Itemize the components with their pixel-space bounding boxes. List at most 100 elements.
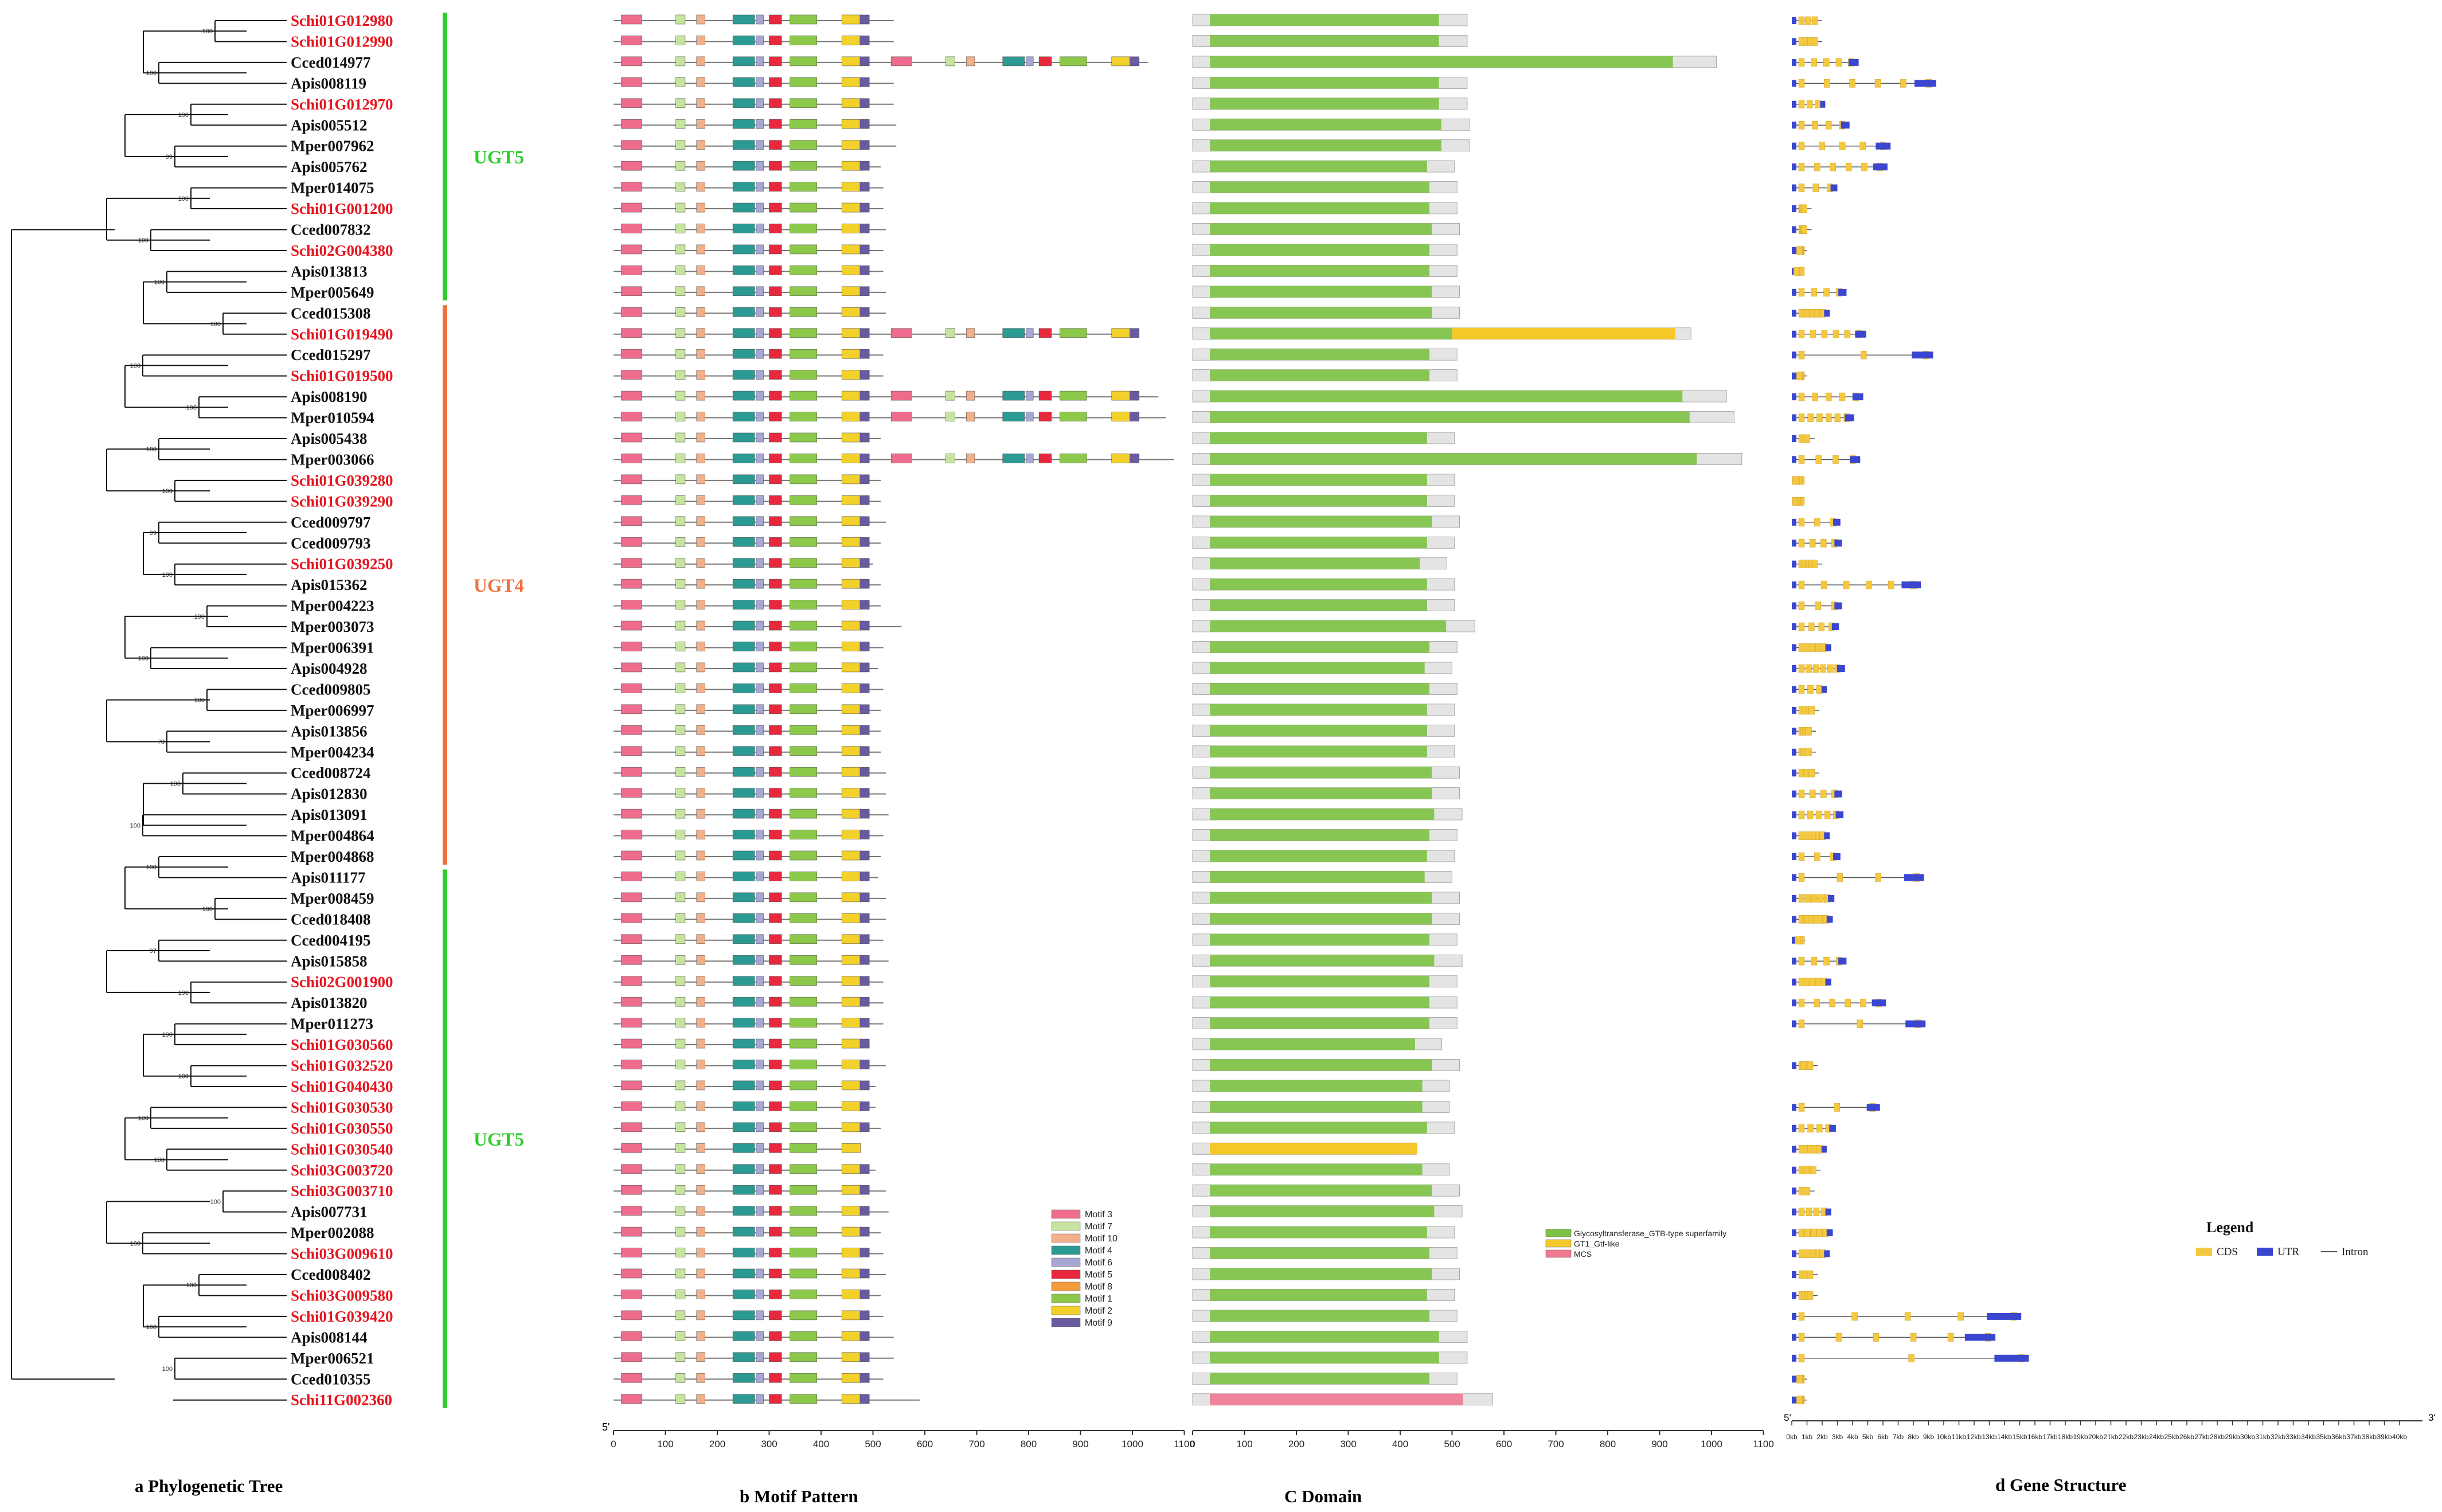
utr-block (1792, 122, 1796, 129)
motif-box (675, 997, 686, 1007)
motif-box (696, 642, 705, 651)
motif-box (859, 767, 870, 777)
motif-box (675, 1101, 686, 1111)
motif-box (756, 913, 764, 923)
cds-block (1814, 998, 1820, 1007)
motif-box (675, 642, 686, 651)
cds-block (1814, 162, 1820, 171)
motif-box (790, 98, 818, 108)
domain-bar (1210, 997, 1429, 1009)
gene-label: Schi01G039250 (291, 556, 393, 573)
axis-tick-label: 13kb (1982, 1433, 1996, 1441)
motif-box (841, 349, 861, 359)
cds-block (1811, 560, 1818, 568)
domain-bar (1210, 704, 1427, 716)
motif-box (859, 1185, 870, 1195)
motif-box (1038, 328, 1052, 338)
utr-block (1792, 1396, 1796, 1404)
motif-box (859, 202, 870, 213)
motif-box (859, 119, 870, 129)
motif-box (859, 77, 870, 87)
motif-box (790, 140, 818, 150)
motif-box (756, 579, 764, 589)
motif-box (769, 830, 782, 839)
motif-box (732, 1352, 755, 1362)
cds-block (1815, 643, 1822, 652)
motif-box (841, 286, 861, 296)
domain-bar (1210, 1185, 1432, 1197)
motif-box (696, 56, 705, 67)
motif-box (859, 286, 870, 296)
motif-box (945, 390, 955, 401)
motif-box (732, 244, 755, 255)
motif-box (890, 390, 912, 401)
motif-box (696, 746, 705, 756)
motif-box (859, 244, 870, 255)
motif-box (790, 808, 818, 819)
motif-box (621, 1394, 643, 1404)
motif-box (841, 788, 861, 798)
cds-block (1792, 497, 1798, 506)
motif-box (841, 725, 861, 735)
domain-bar (1210, 1268, 1432, 1280)
motif-box (621, 349, 643, 359)
motif-box (732, 1268, 755, 1279)
utr-block (1792, 999, 1796, 1007)
motif-box (621, 746, 643, 756)
motif-box (732, 370, 755, 380)
motif-legend-label: Motif 2 (1085, 1306, 1112, 1316)
utr-block (1825, 1208, 1831, 1216)
domain-bar (1210, 432, 1427, 444)
cds-block (1798, 622, 1805, 631)
motif-box (732, 1018, 755, 1027)
motif-box (756, 934, 764, 944)
domain-bar (1210, 56, 1673, 68)
motif-box (1111, 56, 1131, 67)
motif-box (841, 955, 861, 965)
motif-box (859, 997, 870, 1007)
motif-box (732, 1310, 755, 1320)
axis-tick-label: 17kb (2042, 1433, 2057, 1441)
motif-box (790, 495, 818, 505)
motif-box (696, 997, 705, 1007)
motif-box (890, 56, 912, 67)
cds-block (1798, 894, 1805, 903)
motif-box (621, 140, 643, 150)
motif-box (756, 140, 764, 150)
cds-block (1808, 768, 1815, 778)
motif-box (675, 349, 686, 359)
motif-box (732, 955, 755, 965)
motif-box (790, 955, 818, 965)
motif-legend-label: Motif 8 (1085, 1282, 1112, 1292)
motif-box (621, 1290, 643, 1299)
utr-block (1838, 288, 1847, 296)
motif-box (790, 454, 818, 463)
cds-block (1816, 685, 1823, 694)
motif-box (675, 307, 686, 317)
cds-block (1860, 998, 1866, 1007)
gene-label: Mper011273 (291, 1015, 373, 1033)
utr-block (1792, 58, 1796, 66)
motif-box (756, 286, 764, 296)
domain-legend-label: Glycosyltransferase_GTB-type superfamily (1574, 1229, 1726, 1238)
cds-block (1804, 978, 1810, 986)
motif-box (1038, 390, 1052, 401)
motif-box (769, 36, 782, 45)
gene-label: Apis005438 (291, 430, 368, 447)
axis-tick-label: 200 (709, 1439, 725, 1450)
motif-box (732, 872, 755, 881)
motif-box (841, 390, 861, 401)
motif-box (756, 1143, 764, 1153)
axis-tick-label: 34kb (2301, 1433, 2316, 1441)
motif-box (732, 1101, 755, 1111)
motif-box (790, 432, 818, 443)
cds-block (1947, 1333, 1954, 1342)
domain-bar (1210, 1122, 1427, 1134)
motif-box (756, 495, 764, 505)
motif-box (696, 1060, 705, 1069)
motif-box (769, 202, 782, 213)
motif-box (621, 454, 643, 463)
utr-block (1994, 1354, 2029, 1362)
motif-box (621, 767, 643, 777)
motif-box (696, 620, 705, 631)
